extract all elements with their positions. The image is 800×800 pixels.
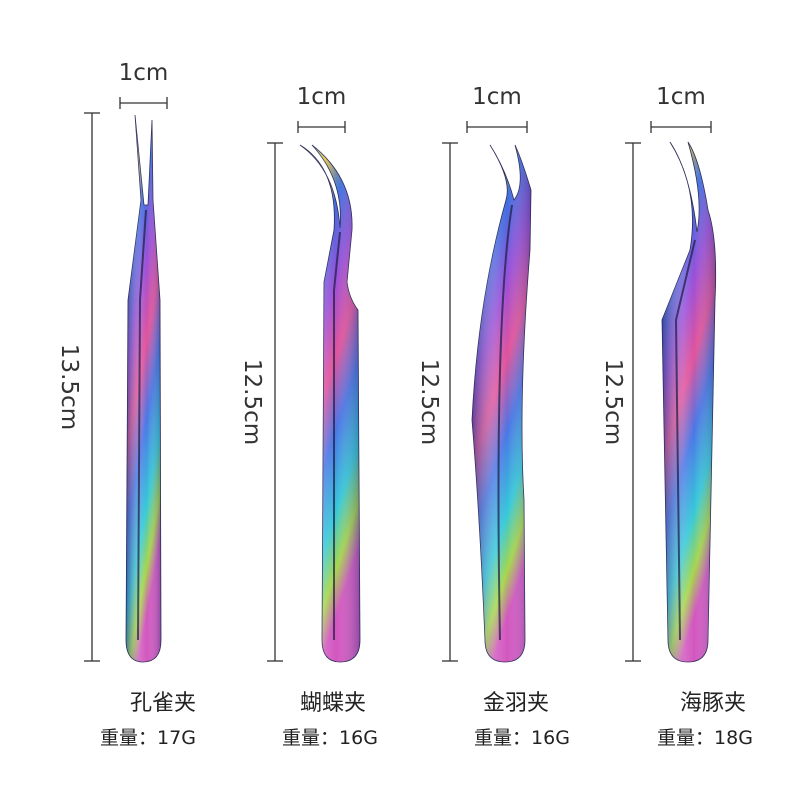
length-label: 12.5cm bbox=[416, 359, 442, 445]
product-name: 金羽夹 bbox=[483, 691, 549, 716]
product-weight: 重量：18G bbox=[657, 727, 753, 749]
tweezer-seam bbox=[674, 239, 696, 641]
width-label: 1cm bbox=[656, 84, 706, 110]
tweezer-shine bbox=[662, 142, 716, 662]
width-label: 1cm bbox=[472, 84, 522, 110]
product-weight: 重量：17G bbox=[100, 727, 196, 749]
product-weight: 重量：16G bbox=[282, 727, 378, 749]
tweezer-shine bbox=[300, 145, 360, 662]
length-label: 13.5cm bbox=[56, 344, 82, 430]
product-name: 蝴蝶夹 bbox=[300, 691, 366, 716]
width-label: 1cm bbox=[119, 60, 169, 86]
product-name: 孔雀夹 bbox=[130, 691, 196, 716]
tweezer-shine bbox=[472, 145, 531, 662]
product-name: 海豚夹 bbox=[680, 691, 746, 716]
length-label: 12.5cm bbox=[239, 359, 265, 445]
width-label: 1cm bbox=[297, 84, 347, 110]
tweezer-seam bbox=[497, 204, 513, 641]
tweezer-shine bbox=[126, 115, 161, 662]
product-weight: 重量：16G bbox=[474, 727, 570, 749]
tweezer-seam bbox=[137, 209, 147, 641]
length-label: 12.5cm bbox=[600, 359, 626, 445]
tweezer-seam bbox=[333, 231, 341, 640]
